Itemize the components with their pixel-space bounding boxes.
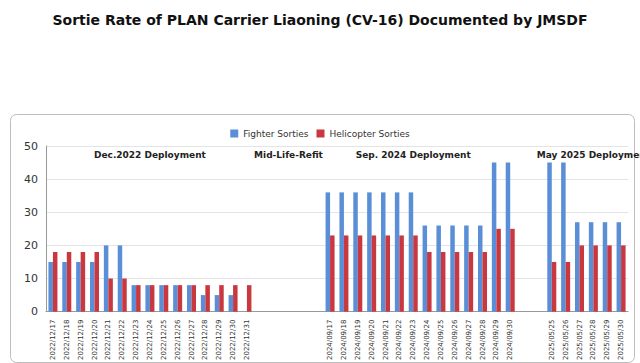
svg-text:2025/05/26: 2025/05/26 <box>562 319 570 360</box>
svg-text:2022/12/17: 2022/12/17 <box>49 320 57 360</box>
svg-text:20: 20 <box>24 239 38 252</box>
svg-text:2022/12/31: 2022/12/31 <box>243 320 251 360</box>
svg-text:2022/12/28: 2022/12/28 <box>201 320 209 360</box>
svg-text:2024/09/21: 2024/09/21 <box>382 320 390 360</box>
svg-text:2022/12/21: 2022/12/21 <box>104 320 112 360</box>
svg-text:2025/05/27: 2025/05/27 <box>576 320 584 360</box>
svg-text:2022/12/26: 2022/12/26 <box>174 319 182 360</box>
svg-text:2022/12/24: 2022/12/24 <box>146 319 154 360</box>
svg-text:10: 10 <box>24 272 38 285</box>
svg-text:2022/12/22: 2022/12/22 <box>118 320 126 360</box>
svg-text:2024/09/20: 2024/09/20 <box>368 320 376 360</box>
svg-text:2022/12/30: 2022/12/30 <box>229 320 237 360</box>
svg-text:2022/12/27: 2022/12/27 <box>188 320 196 360</box>
svg-text:Sep. 2024 Deployment: Sep. 2024 Deployment <box>356 150 472 160</box>
svg-text:0: 0 <box>31 305 38 318</box>
svg-text:2025/05/25: 2025/05/25 <box>548 320 556 360</box>
svg-text:2022/12/20: 2022/12/20 <box>91 320 99 360</box>
svg-text:2024/09/22: 2024/09/22 <box>395 320 403 360</box>
svg-text:40: 40 <box>24 173 38 186</box>
svg-text:2024/09/27: 2024/09/27 <box>465 320 473 360</box>
svg-text:Sortie Rate of PLAN Carrier Li: Sortie Rate of PLAN Carrier Liaoning (CV… <box>52 12 587 28</box>
svg-text:May 2025 Deployment: May 2025 Deployment <box>537 150 640 160</box>
svg-text:Helicopter Sorties: Helicopter Sorties <box>329 129 410 139</box>
svg-text:2022/12/19: 2022/12/19 <box>77 320 85 360</box>
svg-text:2024/09/30: 2024/09/30 <box>506 320 514 360</box>
svg-text:2025/05/29: 2025/05/29 <box>603 320 611 360</box>
svg-text:2024/09/28: 2024/09/28 <box>479 320 487 360</box>
svg-text:2024/09/17: 2024/09/17 <box>326 320 334 360</box>
svg-text:2024/09/23: 2024/09/23 <box>409 320 417 360</box>
svg-text:2022/12/29: 2022/12/29 <box>215 320 223 360</box>
svg-text:2022/12/23: 2022/12/23 <box>132 320 140 360</box>
svg-text:2025/05/30: 2025/05/30 <box>617 320 625 360</box>
svg-text:2024/09/24: 2024/09/24 <box>423 319 431 360</box>
svg-text:50: 50 <box>24 140 38 153</box>
svg-text:2024/09/25: 2024/09/25 <box>437 320 445 360</box>
svg-text:2024/09/19: 2024/09/19 <box>354 320 362 360</box>
svg-text:2024/09/29: 2024/09/29 <box>492 320 500 360</box>
svg-text:2022/12/25: 2022/12/25 <box>160 320 168 360</box>
svg-text:2024/09/26: 2024/09/26 <box>451 319 459 360</box>
svg-text:2022/12/18: 2022/12/18 <box>63 320 71 360</box>
svg-text:Mid-Life-Refit: Mid-Life-Refit <box>254 150 323 160</box>
svg-text:30: 30 <box>24 206 38 219</box>
svg-text:Dec.2022 Deployment: Dec.2022 Deployment <box>94 150 207 160</box>
svg-text:2024/09/18: 2024/09/18 <box>340 320 348 360</box>
svg-text:Fighter Sorties: Fighter Sorties <box>243 129 309 139</box>
svg-text:2025/05/28: 2025/05/28 <box>589 320 597 360</box>
